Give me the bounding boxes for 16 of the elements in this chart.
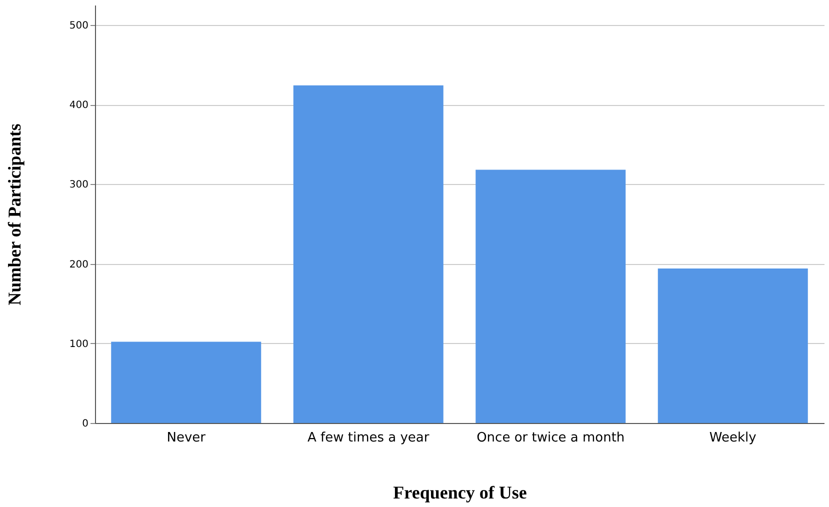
bar — [293, 85, 444, 423]
x-tick-label: A few times a year — [308, 430, 430, 446]
x-tick-label: Never — [166, 430, 206, 446]
x-axis-title: Frequency of Use — [393, 482, 527, 502]
y-axis-title: Number of Participants — [4, 124, 24, 306]
y-tick-label: 500 — [69, 20, 88, 32]
bar — [658, 268, 808, 423]
x-tick-label: Weekly — [709, 430, 757, 446]
y-tick-label: 0 — [82, 418, 88, 430]
bar — [476, 170, 626, 423]
y-tick-label: 300 — [69, 180, 88, 191]
bar — [111, 342, 262, 423]
y-tick-label: 400 — [69, 100, 88, 112]
y-tick-label: 100 — [69, 338, 88, 350]
x-tick-label: Once or twice a month — [476, 430, 625, 446]
y-tick-label: 200 — [69, 259, 88, 270]
